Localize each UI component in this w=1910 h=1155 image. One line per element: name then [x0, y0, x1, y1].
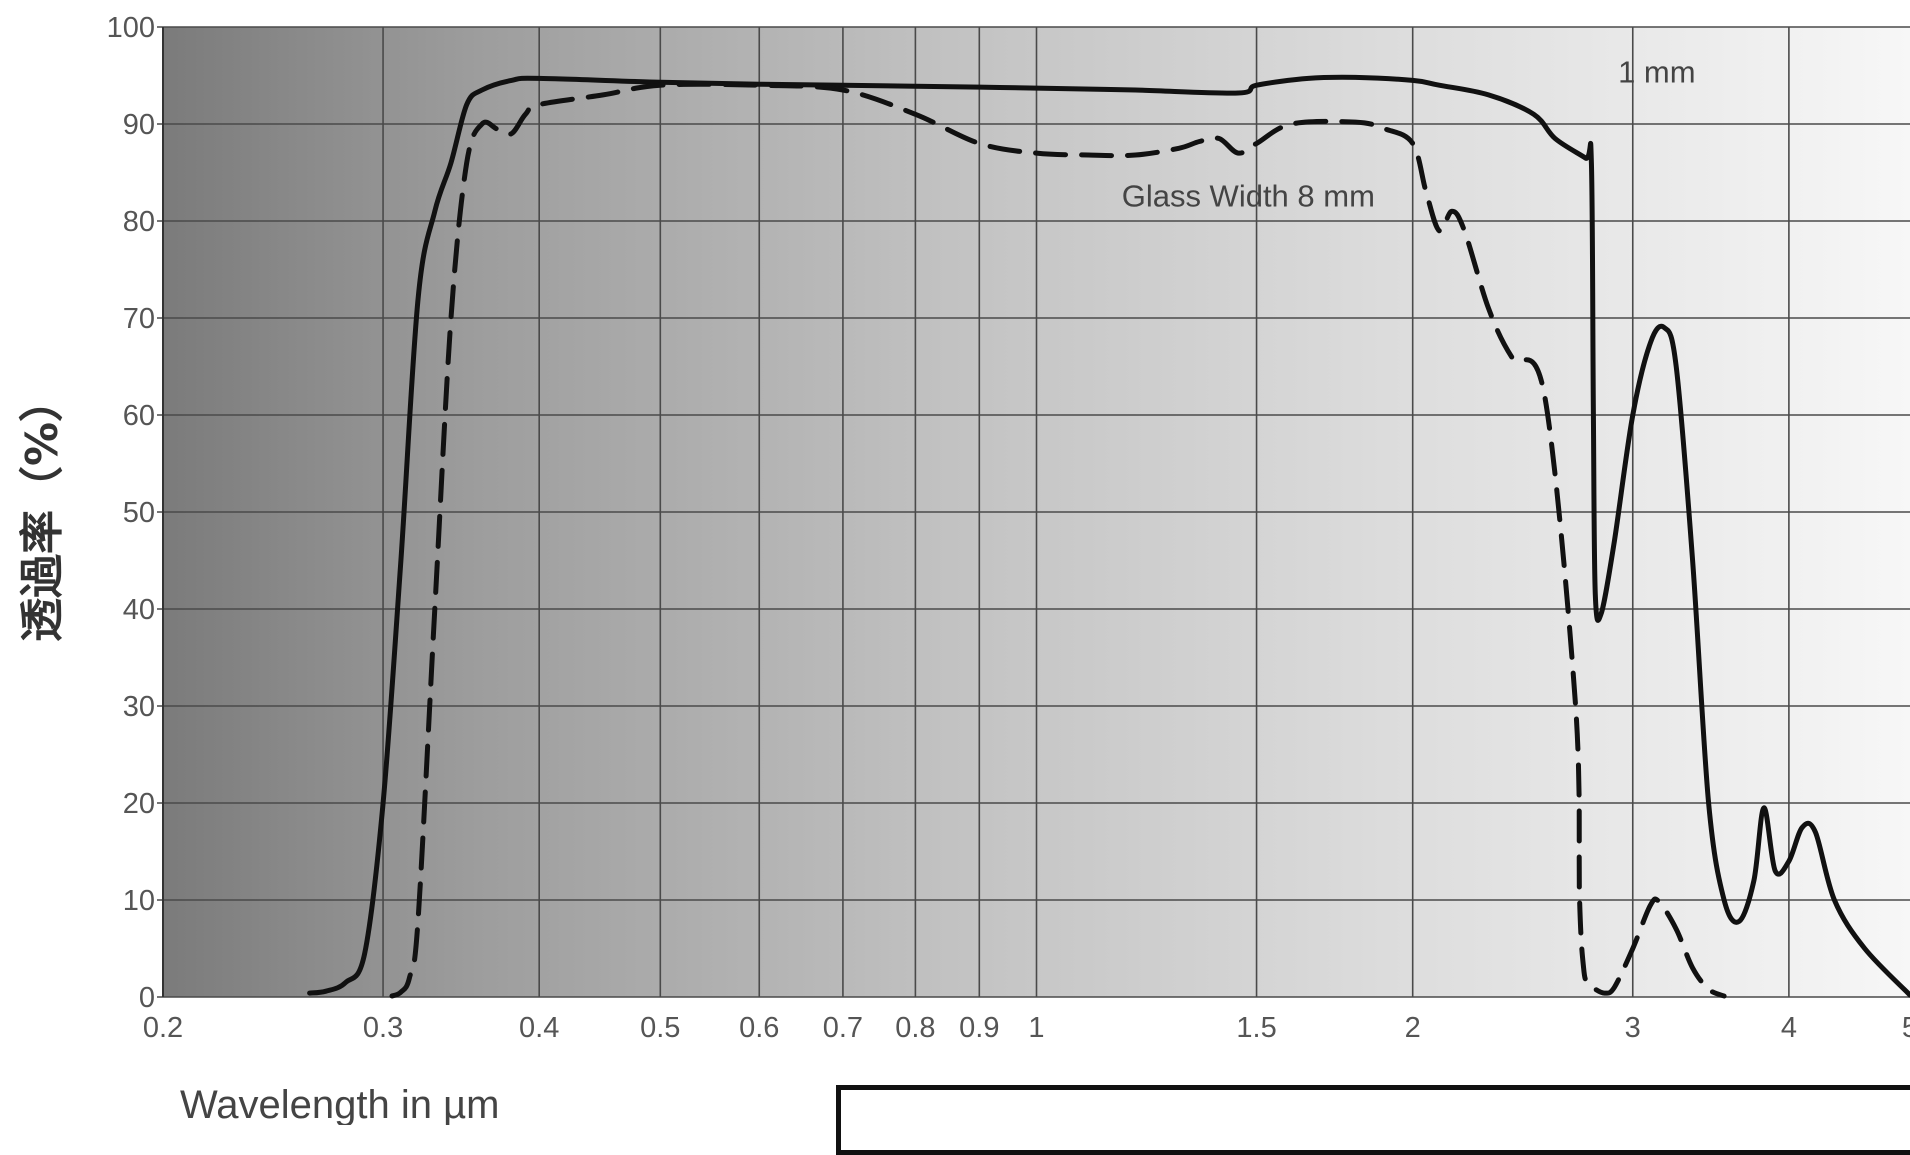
x-tick-label: 4	[1781, 1012, 1797, 1044]
bottom-frame-box	[836, 1085, 1910, 1155]
transmittance-chart: 0.20.30.40.50.60.70.80.911.5234501020304…	[17, 12, 1910, 1125]
y-tick-label: 60	[123, 400, 155, 432]
tick-labels: 0.20.30.40.50.60.70.80.911.5234501020304…	[107, 12, 1910, 1044]
y-tick-label: 40	[123, 594, 155, 626]
y-tick-label: 70	[123, 303, 155, 335]
series-annotation-8mm: Glass Width 8 mm	[1122, 178, 1375, 213]
x-tick-label: 0.7	[823, 1012, 863, 1044]
x-tick-label: 0.2	[143, 1012, 183, 1044]
y-tick-label: 20	[123, 788, 155, 820]
y-axis-label: 透過率（%）	[17, 378, 68, 642]
x-tick-label: 1.5	[1236, 1012, 1276, 1044]
series-line-8mm	[389, 81, 1727, 999]
x-tick-label: 1	[1028, 1012, 1044, 1044]
y-tick-label: 90	[123, 109, 155, 141]
x-tick-label: 3	[1625, 1012, 1641, 1044]
x-tick-label: 0.4	[519, 1012, 559, 1044]
x-axis-label: Wavelength in µm	[180, 1083, 499, 1125]
series-lines	[307, 74, 1910, 999]
x-tick-label: 0.5	[640, 1012, 680, 1044]
y-tick-label: 100	[107, 12, 155, 44]
y-tick-label: 50	[123, 497, 155, 529]
y-tick-label: 0	[139, 982, 155, 1014]
x-tick-label: 0.3	[363, 1012, 403, 1044]
x-tick-label: 0.8	[895, 1012, 935, 1044]
x-tick-label: 2	[1405, 1012, 1421, 1044]
series-annotation-1mm: 1 mm	[1618, 54, 1696, 89]
y-tick-label: 80	[123, 206, 155, 238]
grid-lines	[157, 26, 1910, 998]
y-tick-label: 10	[123, 885, 155, 917]
x-tick-label: 0.6	[739, 1012, 779, 1044]
x-tick-label: 0.9	[959, 1012, 999, 1044]
y-tick-label: 30	[123, 691, 155, 723]
x-tick-label: 5	[1902, 1012, 1910, 1044]
series-line-1mm	[307, 74, 1910, 998]
